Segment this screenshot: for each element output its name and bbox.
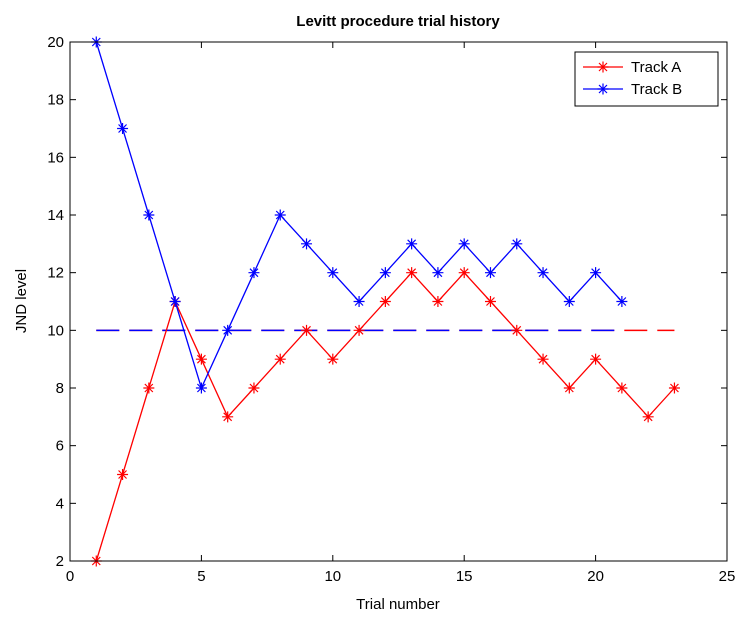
y-tick-label: 20: [47, 34, 64, 51]
series-1-point: [642, 411, 654, 423]
series-2-point: [590, 267, 602, 279]
series-2-line: [95, 41, 623, 390]
legend-label: Track B: [631, 81, 682, 98]
x-tick-label: 20: [587, 568, 604, 585]
series-2-point: [301, 238, 313, 250]
y-tick-label: 16: [47, 149, 64, 166]
x-axis-label: Trial number: [356, 596, 440, 613]
y-tick-label: 12: [47, 265, 64, 282]
series-2-point: [169, 296, 181, 307]
y-axis-label: JND level: [13, 269, 30, 333]
series-1-line: [95, 271, 675, 562]
series-2-point: [379, 267, 391, 279]
series-1-point: [143, 382, 155, 394]
series-1-point: [537, 353, 549, 365]
series-1-point: [274, 353, 286, 365]
series-1-point: [195, 353, 207, 365]
y-tick-label: 14: [47, 207, 64, 224]
series-2-point: [563, 296, 575, 307]
series-2-point: [458, 238, 470, 250]
y-tick-label: 4: [56, 495, 64, 512]
series-1-point: [616, 382, 628, 394]
series-2-point: [537, 267, 549, 279]
series-1-point: [458, 267, 470, 279]
series-2-point: [117, 123, 129, 134]
series-2-point: [484, 267, 496, 279]
series-2-point: [195, 382, 207, 394]
series-1-point: [301, 324, 313, 336]
legend-box: [574, 51, 719, 107]
series-2-point: [248, 267, 260, 279]
x-tick-label: 10: [324, 568, 341, 585]
x-tick-label: 25: [719, 568, 736, 585]
series-2-point: [274, 209, 286, 221]
data-series: [90, 36, 680, 567]
legend-marker: [597, 61, 609, 73]
y-tick-label: 8: [56, 380, 64, 397]
series-1-point: [327, 353, 339, 365]
series-1-point: [432, 296, 444, 307]
axis-ticks: 0 5 10 15 20 25 2 4 6 8 10 12 14 16 18 20: [47, 34, 735, 585]
series-1-point: [222, 411, 234, 423]
series-1-point: [117, 469, 129, 480]
series-1-point: [353, 324, 365, 336]
series-1-point: [379, 296, 391, 307]
series-1-point: [668, 382, 680, 394]
y-tick-label: 2: [56, 553, 64, 570]
series-2-point: [353, 296, 365, 307]
x-tick-label: 0: [66, 568, 74, 585]
chart-title: Levitt procedure trial history: [296, 13, 500, 30]
series-2-point: [616, 296, 628, 307]
y-tick-label: 18: [47, 92, 64, 109]
series-2-point: [327, 267, 339, 279]
series-1-point: [563, 382, 575, 394]
legend-label: Track A: [631, 59, 681, 76]
series-1-point: [590, 353, 602, 365]
x-tick-label: 5: [197, 568, 205, 585]
x-tick-label: 15: [456, 568, 473, 585]
series-2-point: [406, 238, 418, 250]
series-2-point: [143, 209, 155, 221]
series-1-point: [484, 296, 496, 307]
legend: Track A Track B: [574, 51, 719, 107]
series-2-point: [222, 324, 234, 336]
plot-frame: [69, 41, 728, 562]
series-1-point: [406, 267, 418, 279]
series-1-point: [511, 324, 523, 336]
series-2: [90, 36, 628, 394]
legend-marker: [597, 83, 609, 95]
y-tick-label: 6: [56, 438, 64, 455]
series-2-point: [432, 267, 444, 279]
series-1: [90, 267, 680, 567]
series-1-point: [248, 382, 260, 394]
y-tick-label: 10: [47, 322, 64, 339]
series-2-point: [511, 238, 523, 250]
